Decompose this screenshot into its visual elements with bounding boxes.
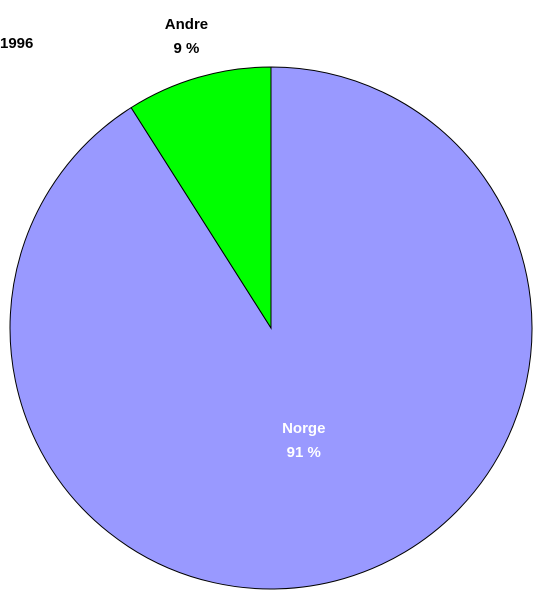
pie-slice xyxy=(130,66,272,330)
slice-label: Andre xyxy=(165,16,208,33)
chart-title: 1996 xyxy=(0,35,33,52)
slice-value-label: 9 % xyxy=(174,40,200,57)
slice-label: Norge xyxy=(282,420,325,437)
slice-value-label: 91 % xyxy=(287,444,321,461)
